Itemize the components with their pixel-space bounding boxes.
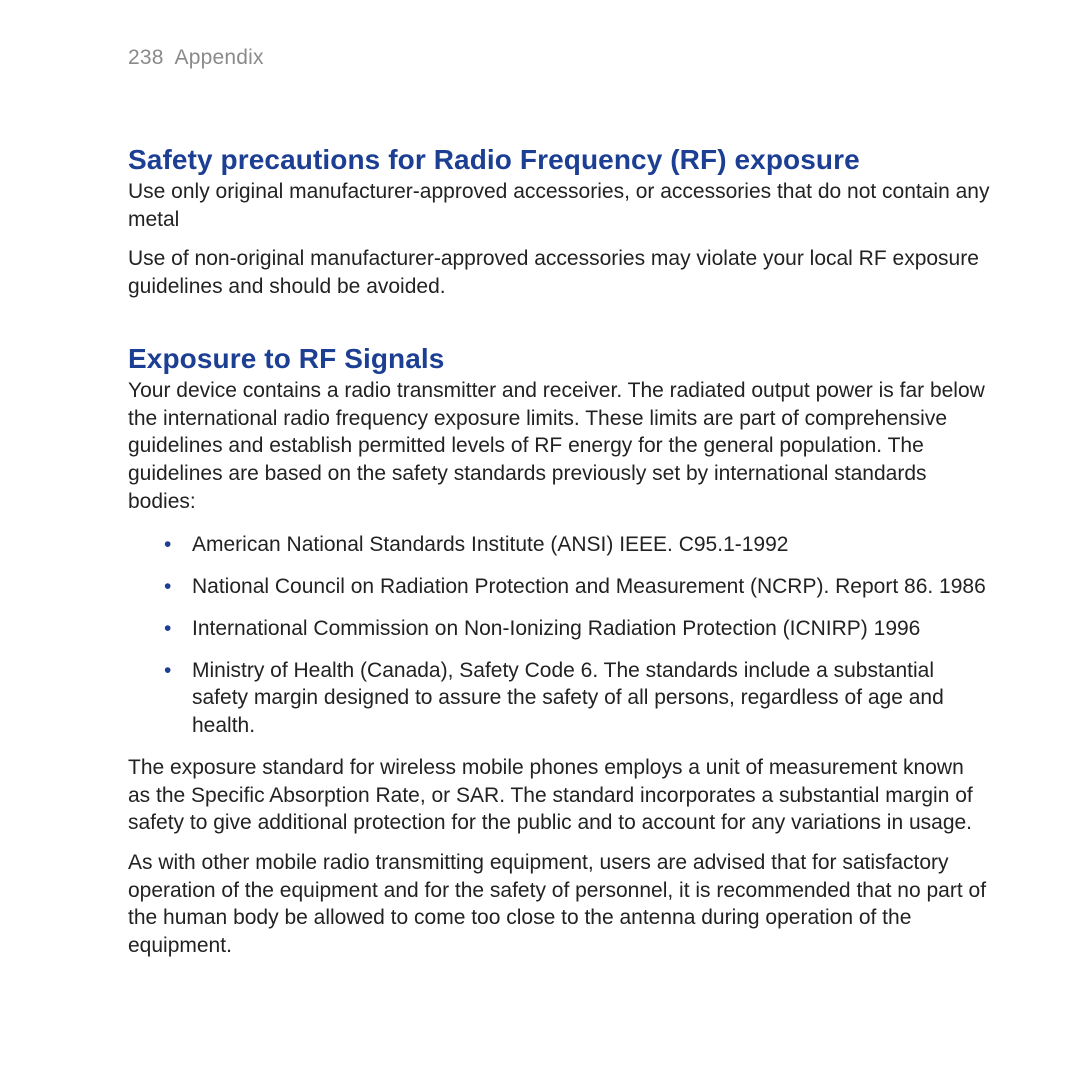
document-page: 238 Appendix Safety precautions for Radi… (0, 0, 1080, 1080)
list-item: American National Standards Institute (A… (128, 531, 990, 559)
paragraph: Use only original manufacturer-approved … (128, 178, 990, 233)
list-item: Ministry of Health (Canada), Safety Code… (128, 657, 990, 740)
page-number: 238 (128, 46, 164, 69)
page-header: 238 Appendix (128, 46, 990, 70)
heading-rf-precautions: Safety precautions for Radio Frequency (… (128, 144, 990, 176)
heading-exposure-rf: Exposure to RF Signals (128, 343, 990, 375)
paragraph: Use of non-original manufacturer-approve… (128, 245, 990, 300)
section-label: Appendix (175, 46, 264, 69)
paragraph: As with other mobile radio transmitting … (128, 849, 990, 960)
list-item: International Commission on Non-Ionizing… (128, 615, 990, 643)
list-item: National Council on Radiation Protection… (128, 573, 990, 601)
paragraph: The exposure standard for wireless mobil… (128, 754, 990, 837)
paragraph: Your device contains a radio transmitter… (128, 377, 990, 516)
standards-list: American National Standards Institute (A… (128, 531, 990, 739)
